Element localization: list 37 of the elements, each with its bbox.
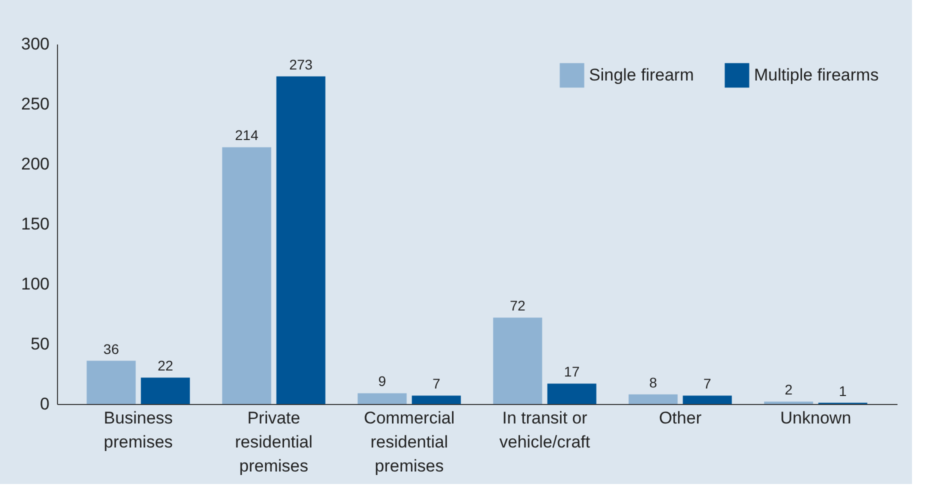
bar (86, 360, 136, 404)
data-label: 7 (703, 376, 712, 392)
data-label: 72 (510, 298, 526, 314)
data-label: 8 (649, 374, 658, 390)
data-label: 7 (432, 376, 440, 392)
x-tick-label: Unknown (780, 408, 852, 428)
y-tick-label: 0 (40, 394, 50, 414)
x-tick-label: Commercial residential premises (364, 408, 455, 476)
y-tick-label: 200 (21, 154, 50, 174)
bar (682, 396, 732, 404)
bar (628, 394, 678, 404)
bar (140, 378, 190, 404)
x-tick-label: In transit or vehicle/craft (499, 408, 590, 452)
legend-label: Multiple firearms (754, 65, 879, 84)
data-label: 1 (838, 382, 847, 399)
y-tick-label: 50 (30, 334, 50, 354)
data-label: 2 (784, 382, 793, 398)
data-label: 9 (378, 373, 386, 390)
bar (412, 396, 461, 404)
y-tick-label: 100 (21, 274, 50, 294)
bar (493, 318, 542, 404)
data-label: 273 (289, 56, 313, 72)
bar (276, 76, 326, 404)
y-tick-label: 150 (21, 214, 50, 234)
x-tick-label: Other (658, 408, 702, 428)
data-label: 22 (158, 358, 174, 374)
data-label: 214 (235, 127, 259, 144)
bar (358, 393, 407, 404)
bar (547, 384, 596, 404)
y-tick-label: 300 (21, 34, 50, 54)
bar (222, 147, 272, 404)
data-label: 36 (103, 340, 120, 357)
y-tick-label: 250 (21, 94, 50, 114)
legend-label: Single firearm (589, 65, 694, 84)
x-tick-label: Private residential premises (235, 408, 313, 476)
x-tick-label: Business premises (104, 408, 173, 452)
data-label: 17 (564, 364, 580, 380)
